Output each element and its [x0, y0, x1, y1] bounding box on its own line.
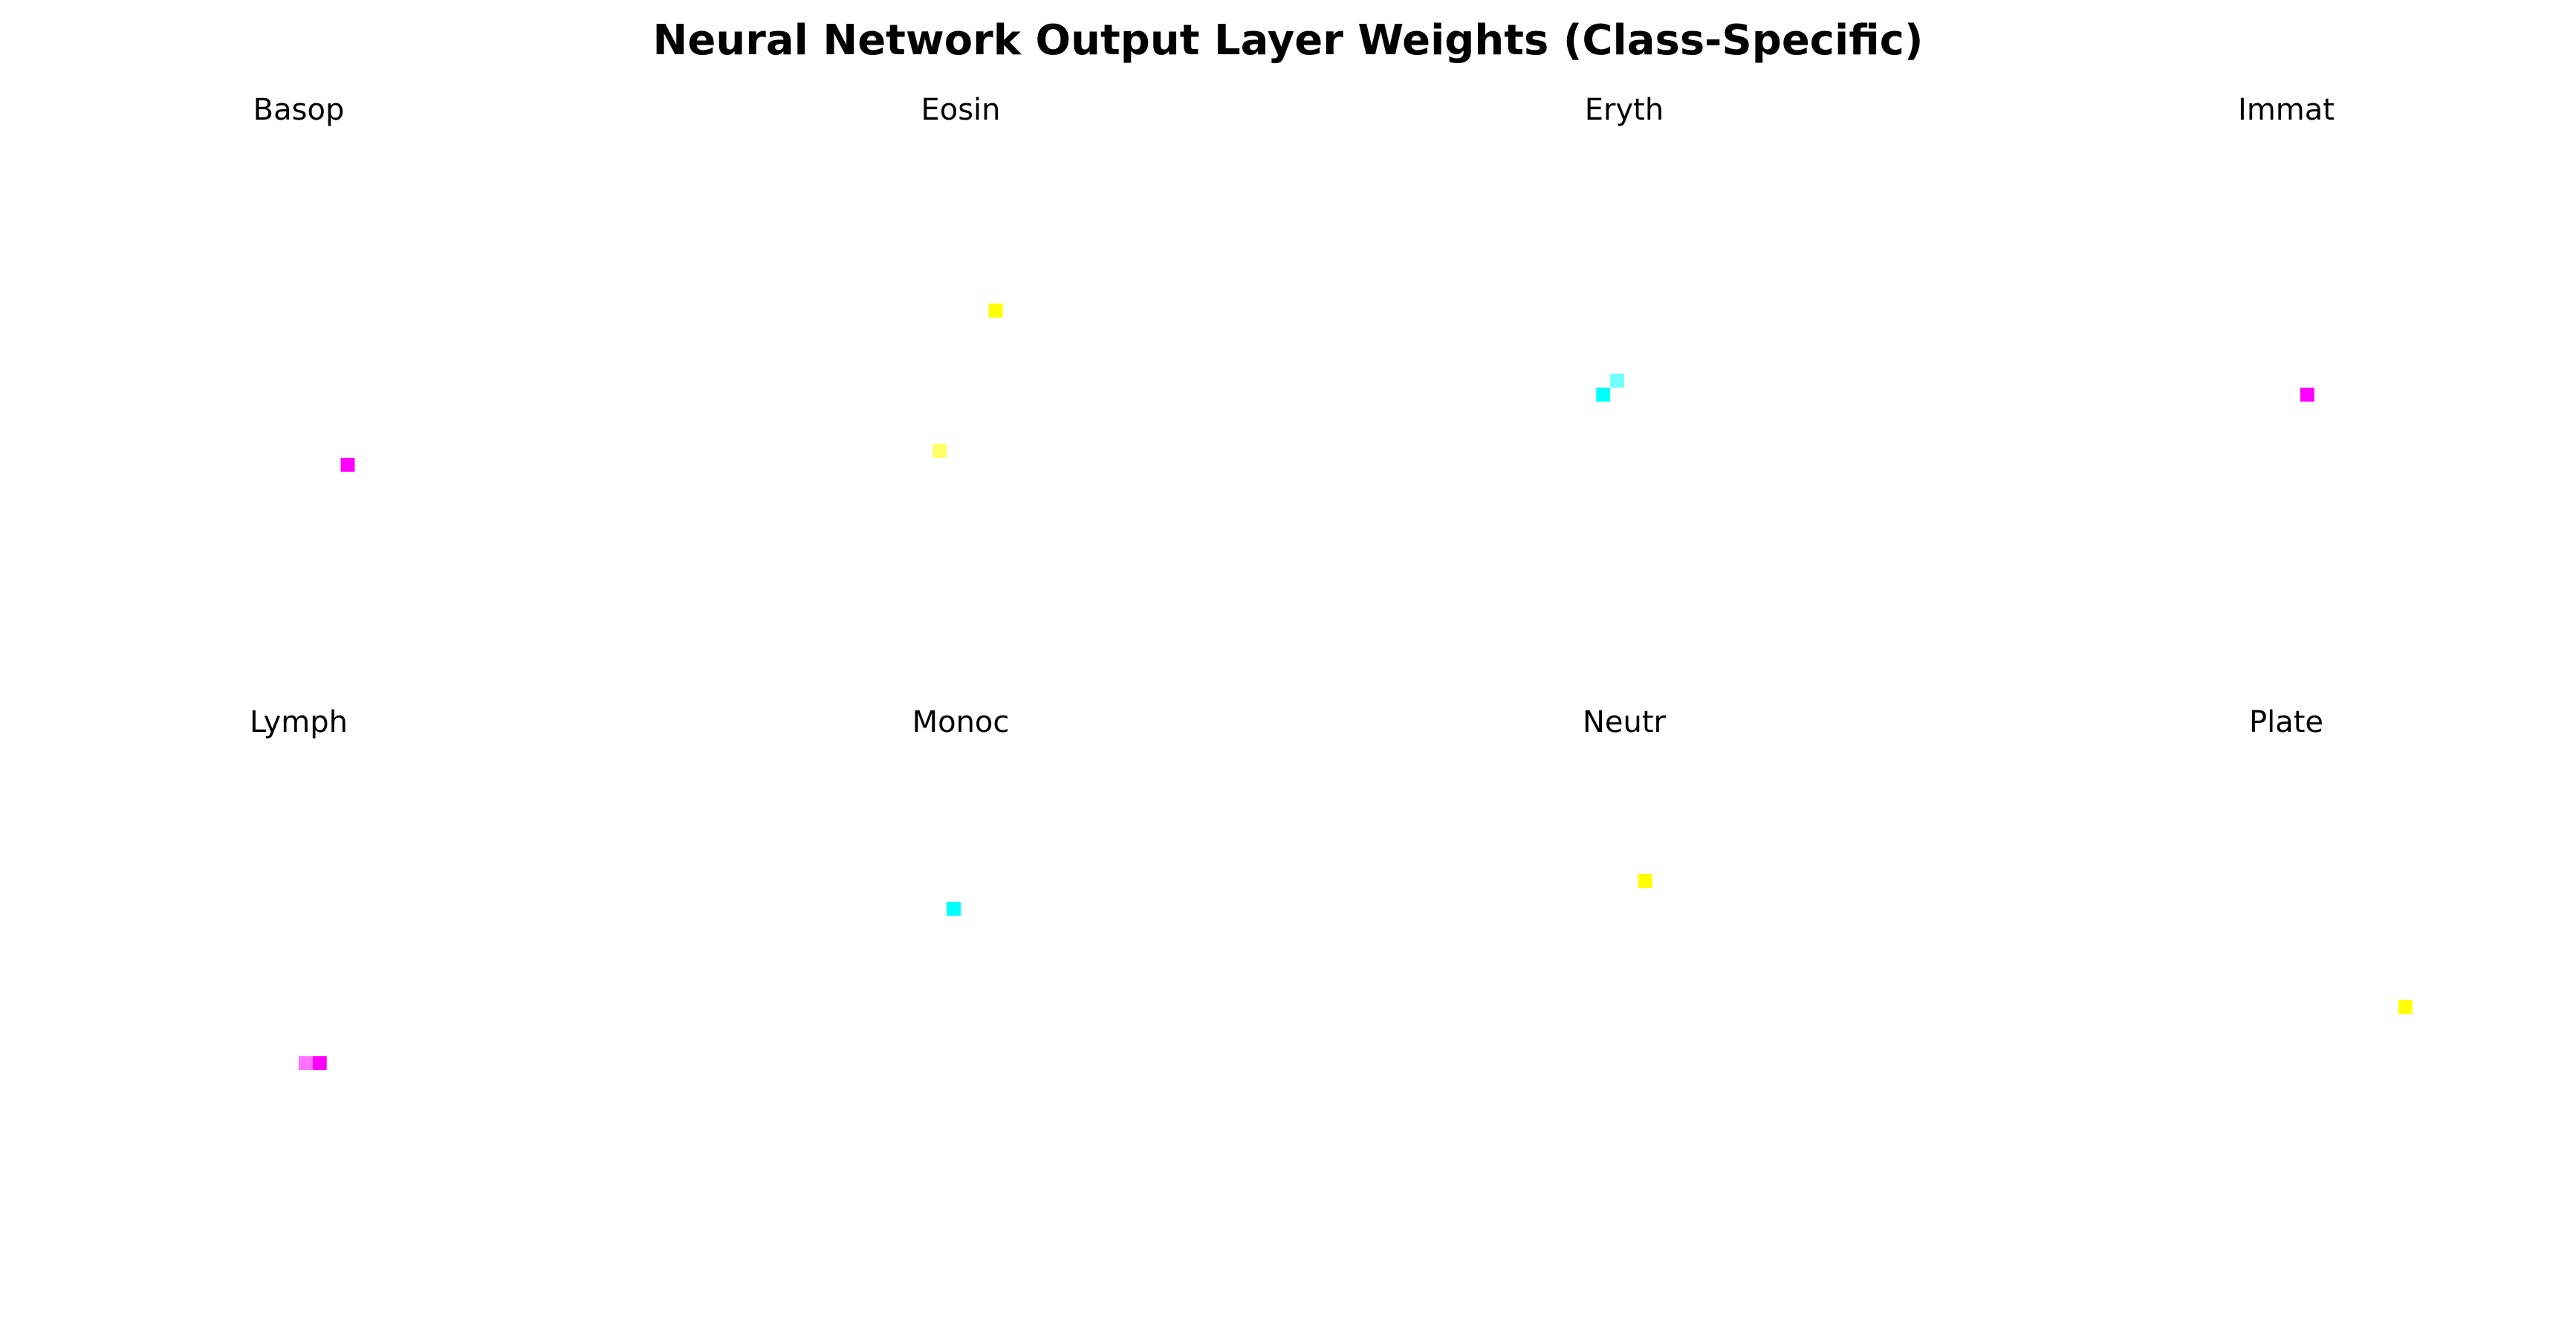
panel-basop: Basop [103, 89, 495, 565]
heatmap-neutr [1638, 874, 1652, 888]
panel-monoc: Monoc [765, 701, 1157, 1177]
heatmap-cell-immat-0 [2300, 387, 2314, 402]
heatmap-immat [2300, 387, 2314, 402]
panel-title: Neutr [1582, 705, 1666, 739]
heatmap-cell-plate-0 [2398, 999, 2413, 1014]
heatmap-cell-lymph-0 [299, 1056, 313, 1070]
panel-title: Plate [2248, 705, 2324, 739]
heatmap-cell-lymph-1 [312, 1056, 327, 1070]
panel-neutr: Neutr [1428, 701, 1820, 1177]
heatmap-cell-eosin-0 [988, 303, 1003, 318]
panel-title: Monoc [912, 705, 1010, 739]
panel-plate: Plate [2090, 701, 2482, 1177]
heatmap-eosin [932, 303, 1003, 458]
panel-eryth: Eryth [1428, 89, 1820, 565]
heatmap-cell-monoc-0 [947, 901, 961, 916]
heatmap-cell-eryth-0 [1610, 373, 1624, 388]
heatmap-cell-eosin-1 [932, 444, 947, 458]
heatmap-monoc [947, 901, 961, 916]
panel-title: Eosin [921, 93, 1001, 127]
panel-eosin: Eosin [765, 89, 1157, 565]
heatmap-cell-eryth-1 [1596, 387, 1611, 402]
panel-title: Basop [253, 93, 345, 127]
panel-title: Lymph [250, 705, 348, 739]
panel-title: Eryth [1584, 93, 1664, 127]
panel-title: Immat [2238, 93, 2335, 127]
heatmap-basop [340, 458, 355, 472]
heatmap-cell-basop-0 [340, 458, 355, 472]
figure-title: Neural Network Output Layer Weights (Cla… [652, 16, 1924, 65]
heatmap-lymph [299, 1056, 327, 1070]
heatmap-cell-neutr-0 [1638, 874, 1652, 888]
panel-immat: Immat [2090, 89, 2482, 565]
heatmap-eryth [1596, 373, 1624, 402]
panel-lymph: Lymph [103, 701, 495, 1177]
heatmap-plate [2398, 999, 2413, 1014]
